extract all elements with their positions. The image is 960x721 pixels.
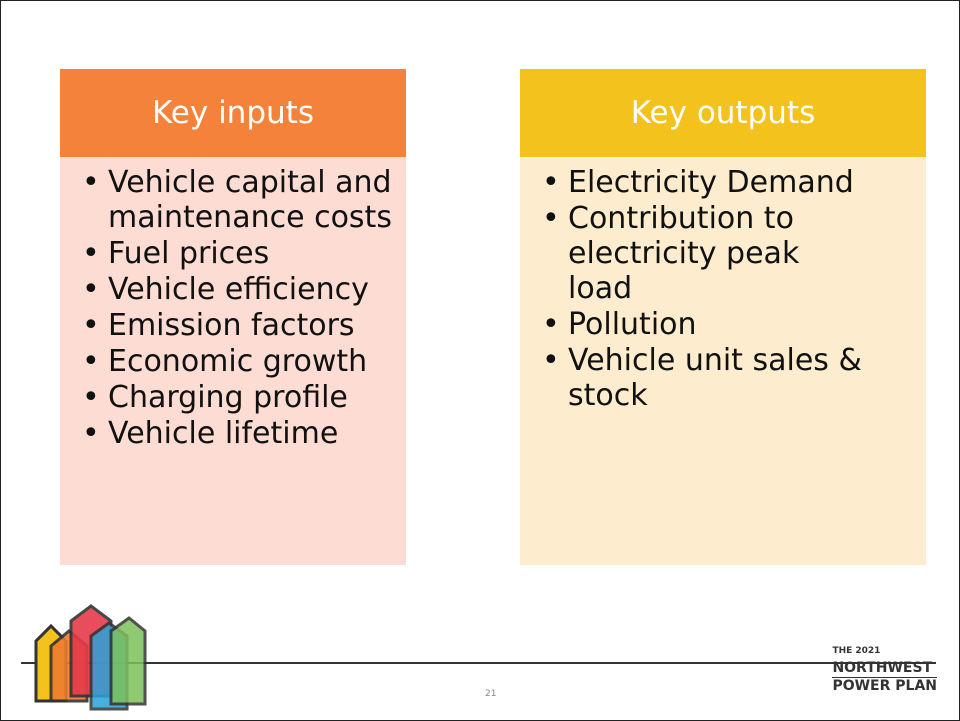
bullet-item: Emission factors (82, 308, 406, 343)
inputs-body: Vehicle capital and maintenance costsFue… (60, 157, 406, 565)
bullet-item: Fuel prices (82, 236, 406, 271)
brand-line: THE 2021 (832, 646, 881, 656)
inputs-box: Key inputs Vehicle capital and maintenan… (60, 69, 406, 565)
outputs-box: Key outputs Electricity DemandContributi… (520, 69, 926, 565)
bullet-item: Pollution (542, 307, 868, 342)
page-number: 21 (485, 689, 497, 699)
inputs-title: Key inputs (60, 69, 406, 157)
inputs-list: Vehicle capital and maintenance costsFue… (80, 165, 406, 451)
bullet-item: Vehicle capital and maintenance costs (82, 165, 406, 235)
footer-graphic (21, 604, 936, 711)
brand-line: NORTHWEST (832, 660, 933, 676)
outputs-list: Electricity DemandContribution to electr… (540, 165, 868, 413)
bullet-item: Vehicle unit sales & stock (542, 343, 868, 413)
bullet-item: Contribution to electricity peak load (542, 201, 868, 306)
outputs-body: Electricity DemandContribution to electr… (520, 157, 926, 565)
bullet-item: Vehicle efficiency (82, 272, 406, 307)
bullet-item: Electricity Demand (542, 165, 868, 200)
outputs-title: Key outputs (520, 69, 926, 157)
bullet-item: Charging profile (82, 380, 406, 415)
bullet-item: Economic growth (82, 344, 406, 379)
brand: THE 2021 NORTHWEST POWER PLAN (832, 643, 937, 695)
brand-line: POWER PLAN (832, 677, 937, 694)
bullet-item: Vehicle lifetime (82, 416, 406, 451)
